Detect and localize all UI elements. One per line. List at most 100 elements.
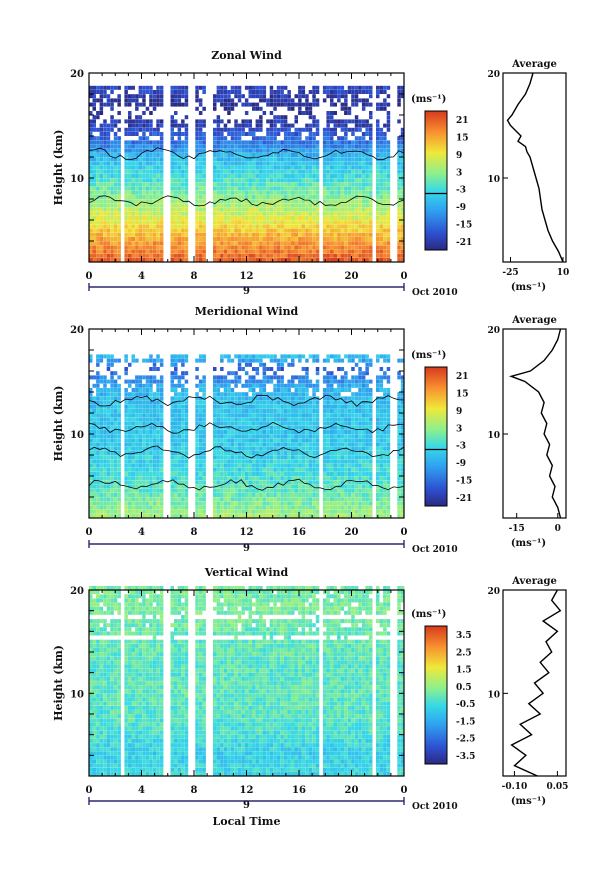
heatmap-cell [230, 228, 235, 233]
heatmap-cell [89, 174, 93, 178]
heatmap-cell [269, 438, 274, 443]
heatmap-cell [152, 132, 157, 136]
heatmap-cell [227, 165, 231, 170]
heatmap-cell [283, 467, 288, 472]
heatmap-cell [128, 195, 132, 199]
heatmap-cell [170, 459, 174, 464]
heatmap-cell [241, 144, 245, 149]
heatmap-cell [223, 421, 228, 426]
heatmap-cell [237, 514, 242, 518]
heatmap-cell [230, 182, 235, 187]
heatmap-cell [376, 165, 380, 170]
heatmap-cell [149, 220, 153, 225]
heatmap-cell [92, 484, 96, 489]
heatmap-cell [280, 463, 284, 468]
heatmap-cell [177, 232, 182, 237]
heatmap-cell [262, 207, 267, 212]
heatmap-cell [330, 161, 334, 166]
heatmap-cell [248, 497, 252, 502]
heatmap-cell [170, 232, 174, 237]
heatmap-cell [96, 161, 100, 166]
heatmap-cell [276, 497, 281, 502]
heatmap-cell [305, 493, 309, 497]
heatmap-cell [376, 119, 380, 124]
heatmap-cell [340, 421, 345, 426]
heatmap-cell [138, 102, 143, 107]
heatmap-cell [128, 430, 132, 434]
heatmap-cell [110, 161, 114, 166]
heatmap-cell [96, 90, 100, 94]
heatmap-cell [347, 90, 352, 94]
heatmap-cell [152, 434, 157, 439]
heatmap-cell [333, 413, 337, 418]
heatmap-cell [195, 220, 199, 225]
heatmap-cell [273, 94, 277, 99]
heatmap-cell [181, 190, 185, 195]
heatmap-cell [216, 211, 221, 216]
heatmap-cell [330, 493, 334, 497]
heatmap-cell [287, 136, 291, 141]
heatmap-cell [220, 144, 224, 149]
heatmap-cell [241, 207, 245, 212]
heatmap-cell [213, 148, 217, 153]
heatmap-cell [397, 430, 401, 434]
heatmap-cell [312, 182, 316, 187]
heatmap-cell [106, 165, 111, 170]
heatmap-cell [142, 182, 146, 187]
heatmap-cell [195, 232, 199, 237]
heatmap-cell [369, 123, 373, 128]
heatmap-cell [298, 446, 302, 451]
heatmap-cell [170, 509, 174, 514]
heatmap-cell [184, 169, 189, 174]
heatmap-cell [152, 241, 157, 246]
heatmap-cell [152, 127, 157, 132]
heatmap-cell [124, 505, 128, 510]
heatmap-cell [220, 421, 224, 426]
heatmap-cell [347, 258, 352, 262]
heatmap-cell [92, 514, 96, 518]
heatmap-cell [330, 186, 334, 191]
heatmap-cell [145, 216, 150, 220]
heatmap-cell [124, 94, 128, 99]
heatmap-cell [128, 488, 132, 493]
heatmap-cell [330, 451, 334, 455]
heatmap-cell [237, 186, 242, 191]
heatmap-cell [113, 98, 118, 103]
heatmap-cell [170, 417, 174, 422]
heatmap-cell [227, 484, 231, 489]
heatmap-cell [230, 85, 235, 90]
heatmap-cell [223, 98, 228, 103]
heatmap-cell [315, 509, 320, 514]
heatmap-cell [248, 216, 252, 220]
heatmap-cell [369, 148, 373, 153]
heatmap-cell [383, 451, 387, 455]
heatmap-cell [131, 123, 135, 128]
heatmap-cell [216, 123, 221, 128]
heatmap-cell [369, 169, 373, 174]
heatmap-cell [262, 182, 267, 187]
average-title: Average [511, 59, 557, 70]
heatmap-cell [230, 161, 235, 166]
heatmap-cell [361, 434, 366, 439]
heatmap-cell [330, 501, 334, 506]
heatmap-cell [269, 136, 274, 141]
heatmap-cell [128, 232, 132, 237]
heatmap-cell [138, 472, 143, 476]
heatmap-cell [181, 224, 185, 229]
heatmap-cell [259, 98, 263, 103]
heatmap-cell [312, 241, 316, 246]
heatmap-cell [376, 140, 380, 145]
heatmap-cell [379, 153, 384, 157]
heatmap-cell [301, 438, 306, 443]
heatmap-cell [269, 98, 274, 103]
heatmap-cell [262, 98, 267, 103]
heatmap-cell [262, 232, 267, 237]
heatmap-cell [195, 241, 199, 246]
heatmap-cell [266, 413, 270, 418]
heatmap-cell [361, 190, 366, 195]
heatmap-cell [106, 85, 111, 90]
heatmap-cell [237, 190, 242, 195]
heatmap-cell [322, 127, 327, 132]
heatmap-cell [135, 127, 139, 132]
heatmap-cell [347, 182, 352, 187]
